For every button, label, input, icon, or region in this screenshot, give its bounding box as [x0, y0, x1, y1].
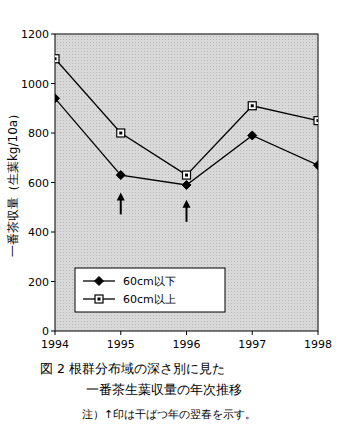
marker-square-center: [119, 132, 122, 135]
x-tick-label: 1997: [238, 338, 266, 351]
marker-square: [95, 295, 103, 303]
marker-diamond: [248, 131, 257, 140]
legend-line: [83, 298, 115, 299]
marker-square: [183, 171, 191, 179]
legend: 60cm以下 60cm以上: [75, 268, 225, 312]
x-tick: [186, 331, 187, 335]
y-tick: [51, 182, 55, 183]
y-tick-label: 800: [28, 127, 49, 140]
caption-subtitle: 一番茶生葉収量の年次推移: [86, 382, 242, 397]
marker-diamond: [182, 180, 191, 189]
y-tick: [51, 34, 55, 35]
caption-note: 注）↑印は干ばつ年の翌春を示す。: [82, 408, 256, 421]
y-tick: [51, 133, 55, 134]
y-tick: [51, 331, 55, 332]
x-tick: [318, 331, 319, 335]
y-tick: [51, 281, 55, 282]
y-tick-label: 1200: [21, 28, 49, 41]
series-line: [55, 59, 318, 175]
legend-label: 60cm以上: [123, 293, 176, 306]
marker-square-center: [185, 174, 188, 177]
y-tick-label: 600: [28, 177, 49, 190]
arrow-head: [117, 192, 125, 200]
y-tick-label: 1000: [21, 78, 49, 91]
marker-diamond: [95, 277, 104, 286]
marker-square: [117, 129, 125, 137]
arrow: [183, 200, 191, 222]
caption-title: 図 2 根群分布域の深さ別に見た: [40, 361, 225, 376]
x-tick: [55, 331, 56, 335]
plot-area: [55, 34, 318, 331]
marker-square-center: [251, 104, 254, 107]
arrow: [117, 192, 125, 214]
y-tick-label: 200: [28, 276, 49, 289]
x-tick-label: 1998: [304, 338, 332, 351]
marker-square-center: [55, 57, 57, 60]
legend-label: 60cm以下: [123, 275, 176, 288]
marker-square-center: [98, 298, 101, 301]
data-group: [55, 55, 318, 222]
marker-square: [314, 117, 318, 125]
x-tick-label: 1994: [41, 338, 69, 351]
y-tick: [51, 232, 55, 233]
y-axis-label: 一番茶収量（生葉kg/10a）: [6, 108, 20, 257]
y-tick-label: 400: [28, 226, 49, 239]
y-tick: [51, 83, 55, 84]
marker-square: [248, 102, 256, 110]
marker-diamond: [116, 171, 125, 180]
x-tick-label: 1995: [107, 338, 135, 351]
legend-box: [75, 268, 225, 312]
x-tick: [252, 331, 253, 335]
arrow-head: [183, 200, 191, 208]
x-tick: [120, 331, 121, 335]
x-tick-label: 1996: [173, 338, 201, 351]
marker-square-center: [317, 119, 319, 122]
marker-diamond: [55, 94, 60, 103]
y-tick-label: 0: [42, 325, 49, 338]
marker-square: [55, 55, 59, 63]
marker-diamond: [314, 161, 319, 170]
